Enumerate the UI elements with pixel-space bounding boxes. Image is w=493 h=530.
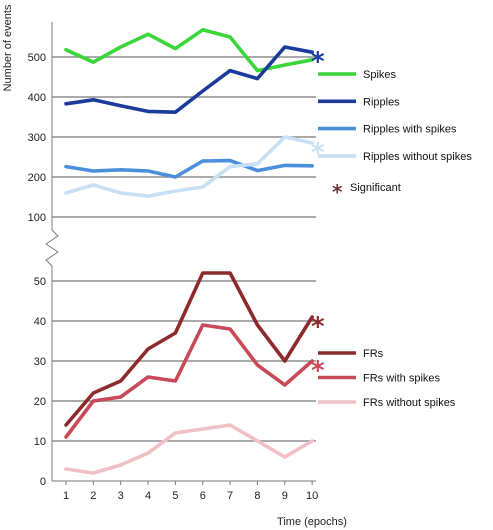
bottom-y-tick-0: 0 <box>40 476 46 488</box>
x-tick-7: 7 <box>227 490 233 502</box>
bottom-legend-label-frs: FRs <box>363 348 384 360</box>
bottom-y-tick-20: 20 <box>34 396 46 408</box>
bottom-y-tick-50: 50 <box>34 276 46 288</box>
top-y-tick-100: 100 <box>28 212 46 224</box>
bottom-series-lines <box>64 271 314 475</box>
x-tick-5: 5 <box>172 490 178 502</box>
bottom-line-frs-without-spikes <box>64 423 314 475</box>
top-legend-label-ripples-without-spikes: Ripples without spikes <box>363 151 472 163</box>
top-series-lines <box>64 27 314 198</box>
x-tick-9: 9 <box>282 490 288 502</box>
x-tick-3: 3 <box>118 490 124 502</box>
top-line-spikes <box>64 27 314 73</box>
bottom-legend-label-frs-with-spikes: FRs with spikes <box>363 373 441 385</box>
significance-star-ripples: * <box>311 47 325 77</box>
axis-break-zigzag <box>45 222 59 481</box>
top-y-tick-200: 200 <box>28 172 46 184</box>
bottom-y-tick-10: 10 <box>34 436 46 448</box>
x-tick-4: 4 <box>145 490 151 502</box>
bottom-y-tick-30: 30 <box>34 356 46 368</box>
bottom-y-tick-40: 40 <box>34 316 46 328</box>
significance-star-ripples-without-spikes: * <box>311 138 325 168</box>
bottom-legend-label-frs-without-spikes: FRs without spikes <box>363 397 456 409</box>
top-y-tick-400: 400 <box>28 92 46 104</box>
legend-significant-label: Significant <box>350 182 401 194</box>
top-legend-label-ripples: Ripples <box>363 96 400 108</box>
legend: Spikes Ripples Ripples with spikes Ripples … <box>318 69 472 409</box>
bottom-line-frs-with-spikes <box>64 323 314 439</box>
x-tick-10: 10 <box>306 490 318 502</box>
bottom-line-frs <box>64 271 314 427</box>
significance-star-frs-with-spikes: * <box>311 356 325 386</box>
x-tick-8: 8 <box>254 490 260 502</box>
x-tick-6: 6 <box>200 490 206 502</box>
x-tick-2: 2 <box>90 490 96 502</box>
top-line-ripples-without-spikes <box>64 135 314 198</box>
x-tick-1: 1 <box>63 490 69 502</box>
legend-significant-star: * <box>332 180 343 204</box>
tick-labels: 100 200 300 400 500 0 10 20 30 40 50 1 2 3 4 5 6 7 8 9 10 <box>28 52 319 502</box>
top-legend-label-ripples-with-spikes: Ripples with spikes <box>363 124 457 136</box>
top-gridlines <box>52 56 316 218</box>
top-y-tick-300: 300 <box>28 132 46 144</box>
axes <box>45 22 316 485</box>
top-y-tick-500: 500 <box>28 52 46 64</box>
x-axis-title: Time (epochs) <box>277 516 347 528</box>
y-axis-title: Number of events <box>2 4 14 91</box>
significance-star-frs: * <box>311 312 325 342</box>
top-line-ripples-with-spikes <box>64 158 314 179</box>
significance-stars: * * * * <box>311 47 325 386</box>
top-legend-label-spikes: Spikes <box>363 69 397 81</box>
top-line-ripples <box>64 45 314 114</box>
